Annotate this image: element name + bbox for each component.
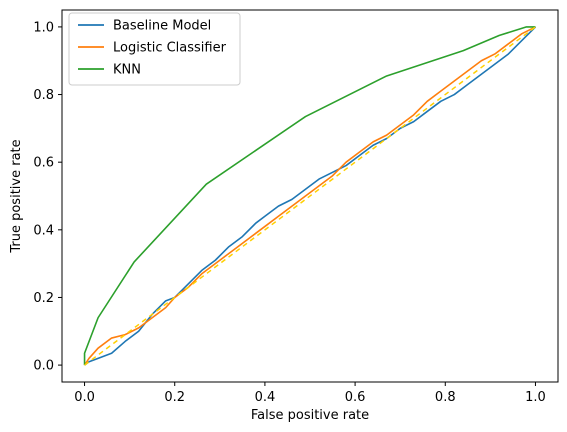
- x-axis-ticks: 0.0 0.2 0.4 0.6 0.8 1.0: [74, 382, 546, 405]
- y-axis-ticks: 0.0 0.2 0.4 0.6 0.8 1.0: [33, 20, 62, 374]
- x-tick-label: 0.8: [435, 390, 456, 405]
- y-tick-label: 0.2: [33, 291, 54, 306]
- y-axis-label: True positive rate: [9, 139, 24, 253]
- series-line-logistic-classifier: [83, 26, 536, 366]
- legend-label: Baseline Model: [113, 19, 211, 34]
- series-line-knn: [83, 26, 536, 366]
- legend-label: Logistic Classifier: [113, 41, 227, 56]
- y-tick-label: 1.0: [33, 20, 54, 35]
- reference-diagonal-line: [84, 26, 536, 366]
- legend: Baseline Model Logistic Classifier KNN: [68, 12, 241, 86]
- x-tick-label: 0.0: [74, 390, 95, 405]
- x-axis-label: False positive rate: [251, 408, 369, 423]
- y-tick-label: 0.6: [33, 156, 54, 171]
- x-tick-label: 1.0: [525, 390, 546, 405]
- x-tick-label: 0.6: [345, 390, 366, 405]
- series-line-baseline-model: [84, 26, 537, 366]
- legend-label: KNN: [113, 63, 141, 78]
- y-tick-label: 0.0: [33, 359, 54, 374]
- x-tick-label: 0.2: [164, 390, 185, 405]
- plot-frame: [61, 9, 559, 383]
- legend-box: [68, 12, 241, 86]
- series-layer: [83, 26, 537, 366]
- x-tick-label: 0.4: [255, 390, 276, 405]
- y-tick-label: 0.4: [33, 223, 54, 238]
- y-tick-label: 0.8: [33, 88, 54, 103]
